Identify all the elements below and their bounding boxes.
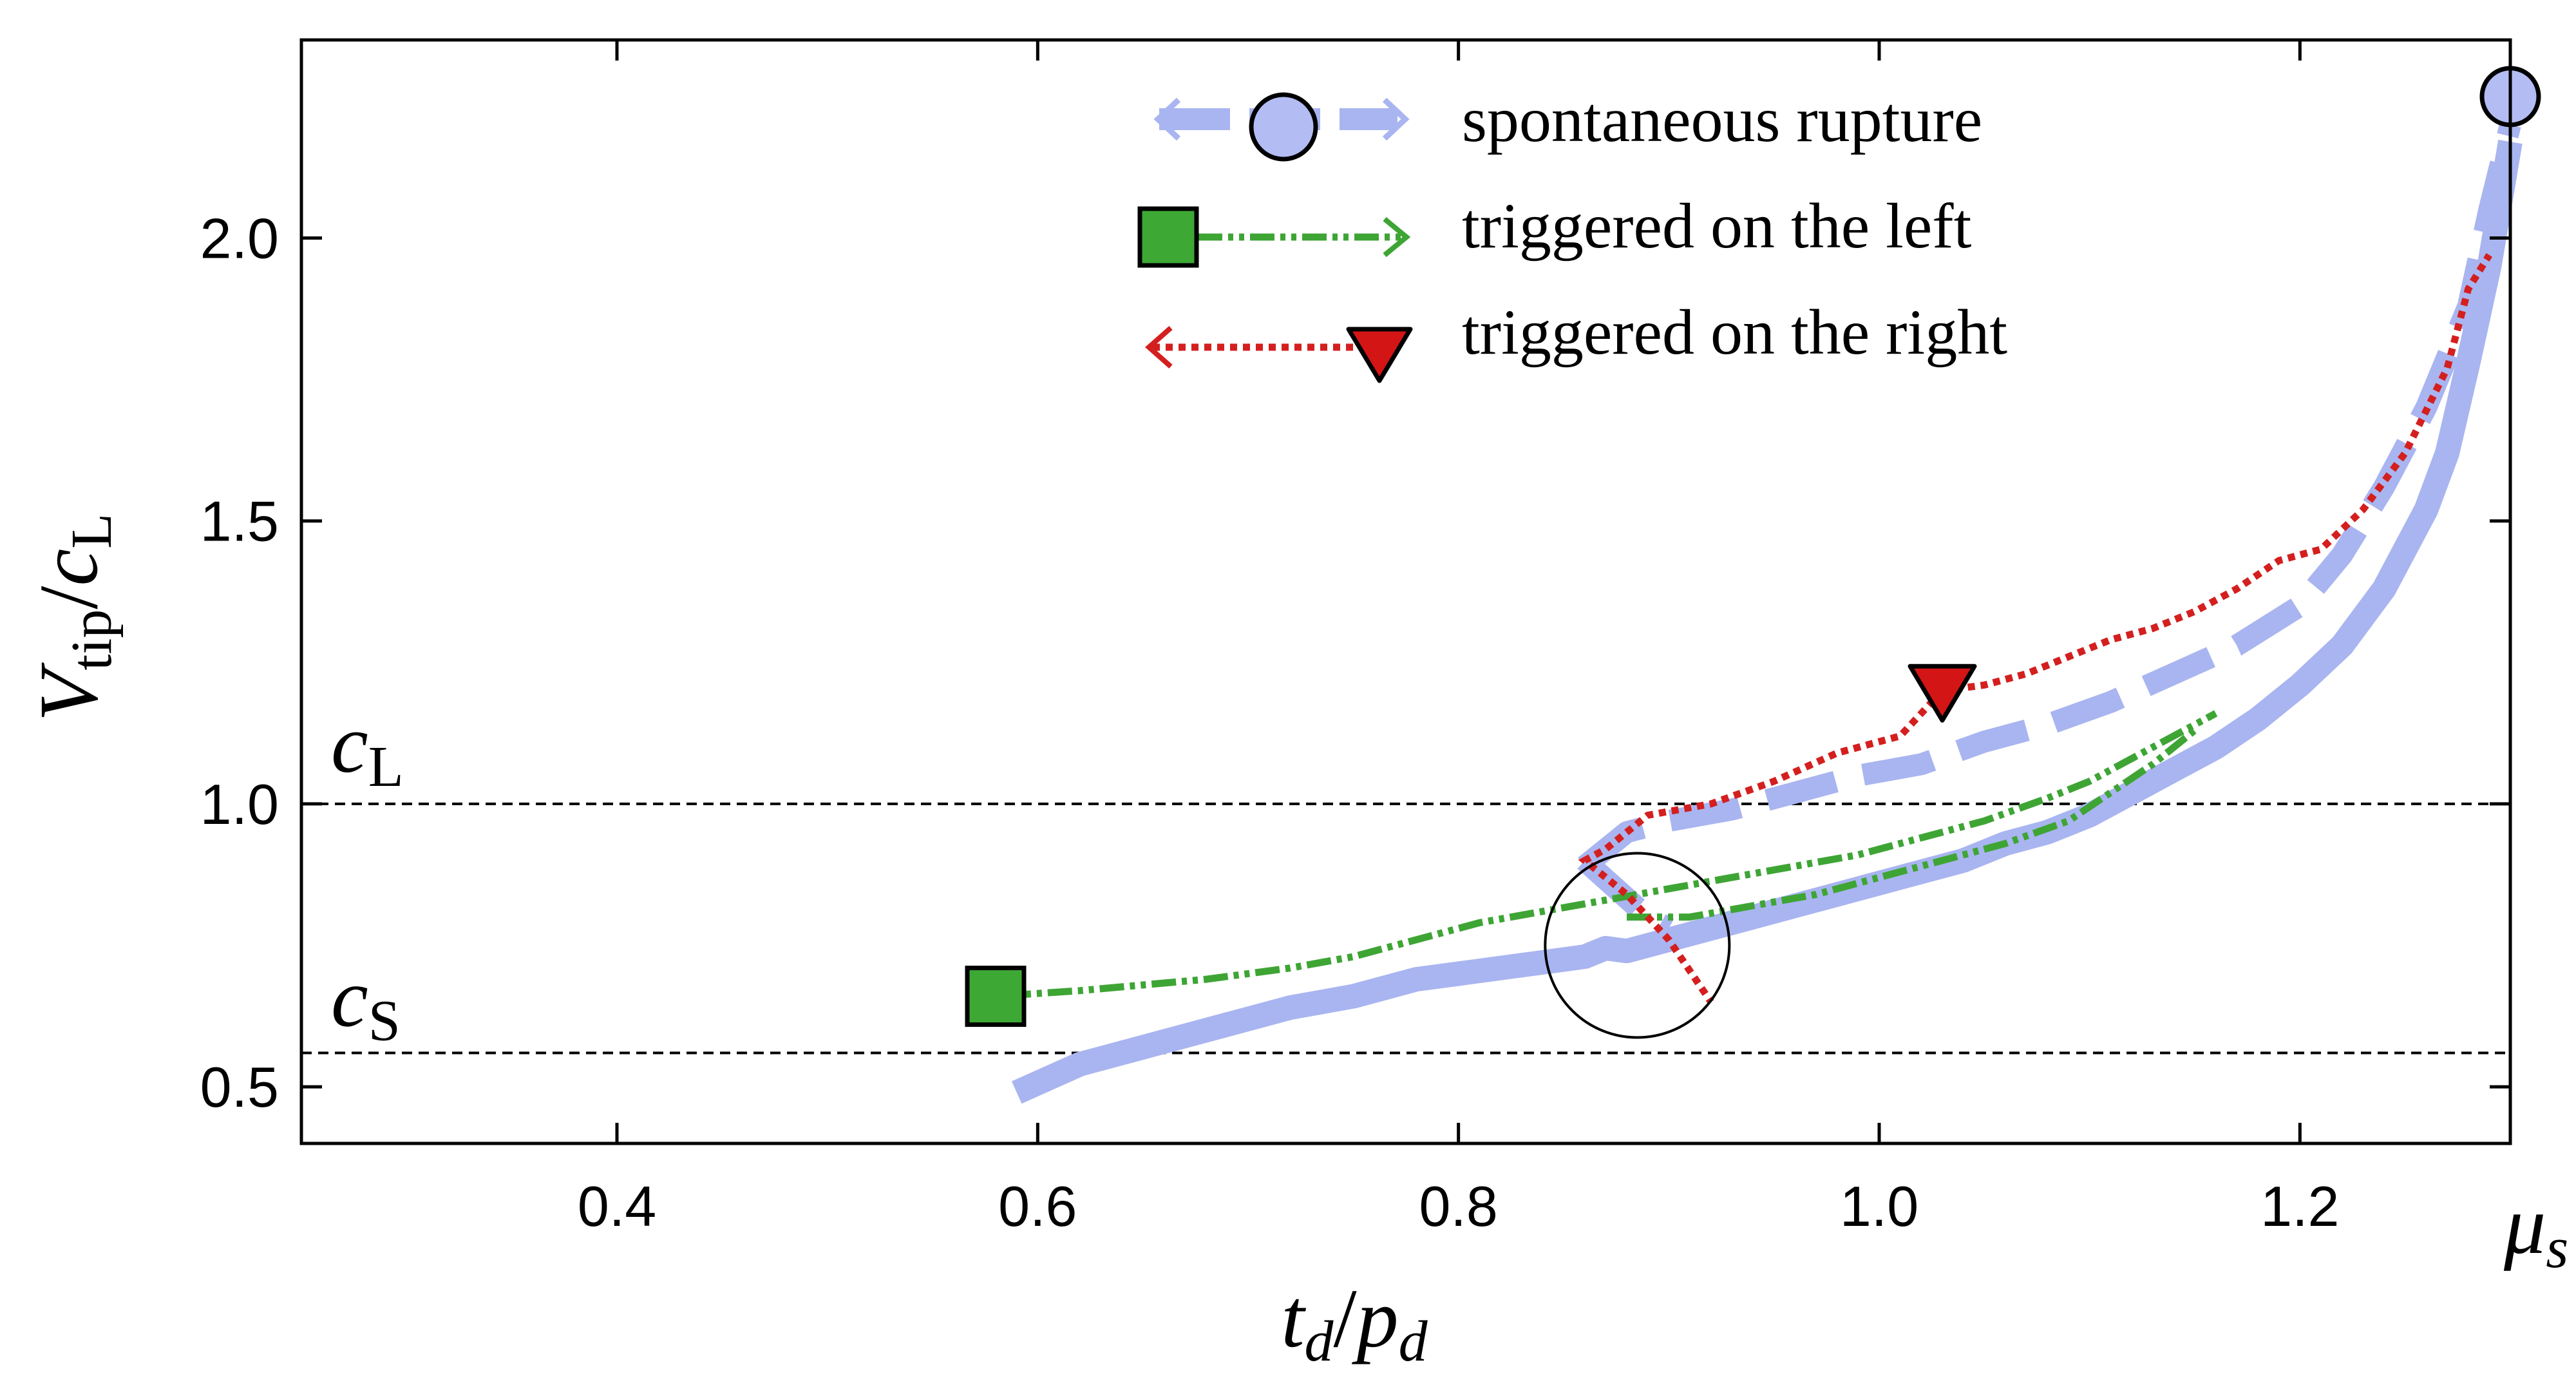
x-axis-label-t-sub: d: [1305, 1310, 1334, 1373]
x-tick-label: 1.0: [1840, 1174, 1918, 1238]
x-axis-label-t: t: [1281, 1272, 1306, 1365]
legend-right-marker: [1346, 327, 1413, 383]
x-axis-label-slash: /: [1334, 1272, 1358, 1365]
legend-right-arrow: [1144, 326, 1173, 368]
x-end-label: μs: [2503, 1179, 2568, 1280]
x-axis-label-p-sub: d: [1399, 1310, 1428, 1373]
annotation-circle-1: [1544, 852, 1731, 1039]
reference-label-sub: S: [368, 989, 401, 1053]
triggered-left-marker: [965, 966, 1027, 1027]
legend-label-right: triggered on the right: [1462, 296, 2007, 368]
x-axis-label: td/pd: [1281, 1272, 1428, 1373]
reference-label-S: cS: [331, 951, 401, 1053]
y-axis-label-v: V: [23, 662, 115, 721]
y-tick-label: 0.5: [200, 1055, 279, 1119]
legend-left-marker: [1137, 206, 1199, 268]
reference-label-sub: L: [368, 735, 404, 799]
legend-label-spontaneous: spontaneous rupture: [1462, 84, 1982, 155]
y-tick-label: 1.5: [200, 490, 279, 553]
y-tick-label: 2.0: [200, 206, 279, 270]
legend-spontaneous-arrow-right: [1382, 97, 1410, 141]
reference-label-L: cL: [331, 698, 404, 799]
y-axis-label-v-sub: tip: [60, 609, 124, 671]
spontaneous-rupture-line-1: [1011, 139, 2523, 1104]
y-tick-label: 1.0: [200, 772, 279, 836]
x-end-label-sub: s: [2546, 1216, 2568, 1280]
series-layer: [965, 66, 2541, 1104]
x-tick-label: 1.2: [2260, 1174, 2339, 1238]
x-tick-label: 0.8: [1419, 1174, 1497, 1238]
plot-frame: [299, 38, 2512, 1145]
x-end-label-main: μ: [2503, 1179, 2546, 1272]
y-axis-label-slash: /: [23, 586, 115, 609]
triggered-right-line-1: [1942, 253, 2492, 694]
legend: spontaneous rupture triggered on the left…: [1137, 84, 2007, 383]
x-axis-label-p: p: [1352, 1272, 1399, 1365]
ticks-layer: 0.4 0.6 0.8 1.0 1.2 0.5 1.0 1.5 2.0: [200, 40, 2510, 1238]
triggered-left-line-2: [1627, 727, 2197, 921]
triggered-left-line-1: [995, 710, 2218, 1000]
y-axis-label: Vtip/cL: [23, 513, 124, 721]
y-axis-label-c: c: [23, 549, 115, 586]
x-tick-label: 0.4: [578, 1174, 656, 1238]
legend-spontaneous-marker: [1249, 92, 1318, 162]
legend-left-arrow: [1383, 216, 1411, 258]
reference-label-main: c: [331, 951, 368, 1044]
reference-label-main: c: [331, 698, 368, 790]
triggered-right-line-2: [1578, 688, 1946, 1004]
y-axis-label-c-sub: L: [60, 513, 124, 549]
legend-label-left: triggered on the left: [1462, 190, 1972, 262]
annotation-layer: [1544, 852, 1731, 1039]
legend-spontaneous-arrow-left: [1153, 97, 1181, 141]
x-tick-label: 0.6: [998, 1174, 1077, 1238]
triggered-right-marker: [1908, 664, 1977, 723]
